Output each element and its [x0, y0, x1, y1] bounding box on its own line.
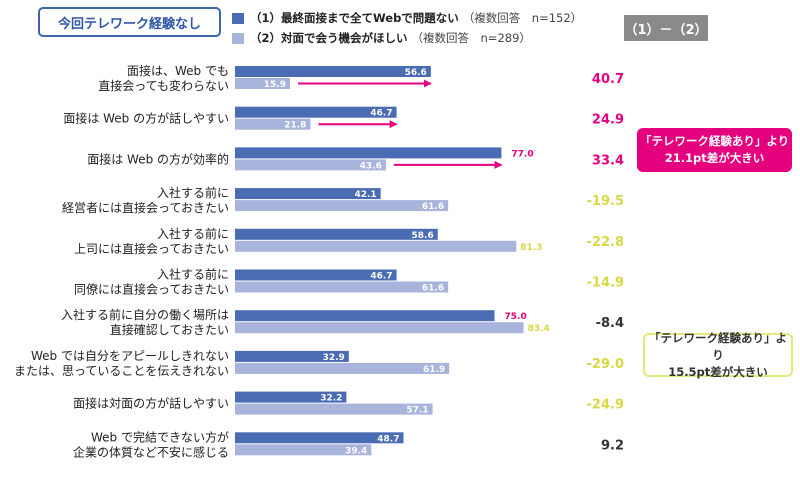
bar-series1: [235, 66, 431, 77]
data-label-series1: 46.7: [370, 109, 392, 119]
callout-pink-line2: 21.1pt差が大きい: [664, 151, 765, 165]
data-label-series1: 32.2: [320, 394, 342, 404]
callout-pink: 「テレワーク経験あり」より 21.1pt差が大きい: [637, 128, 792, 172]
data-label-series2: 15.9: [264, 80, 286, 90]
difference-value: -8.4: [596, 316, 624, 331]
data-label-series2: 61.6: [422, 284, 444, 294]
callout-pink-line1: 「テレワーク経験あり」より: [639, 134, 790, 148]
difference-value: 9.2: [601, 438, 624, 453]
difference-value: 24.9: [592, 113, 624, 128]
data-label-series2: 57.1: [406, 406, 428, 416]
bar-series1: [235, 228, 438, 240]
category-label-line1: 入社する前に: [157, 226, 229, 241]
data-label-series1: 58.6: [412, 231, 434, 241]
category-label-line2: 企業の体質など不安に感じる: [73, 444, 229, 459]
difference-value: 33.4: [592, 153, 624, 168]
difference-value: -29.0: [587, 357, 624, 372]
difference-value: 40.7: [592, 72, 624, 87]
data-label-series2: 81.3: [520, 243, 542, 253]
bar-series2: [235, 118, 311, 130]
category-label-line2: 上司には直接会っておきたい: [74, 241, 229, 256]
data-label-series1: 46.7: [370, 272, 392, 282]
difference-header: （1）－（2）: [624, 15, 708, 41]
category-label-line1: 入社する前に: [157, 267, 229, 282]
bar-series2: [235, 322, 524, 334]
category-label-line2: 経営者には直接会っておきたい: [62, 200, 229, 215]
bar-series1: [235, 310, 495, 322]
bar-series2: [235, 403, 433, 415]
bar-series1: [235, 147, 502, 159]
data-label-series1: 77.0: [511, 149, 533, 159]
difference-value: -22.8: [587, 235, 624, 250]
bar-series2: [235, 362, 450, 374]
category-label-line2: 直接会っても変わらない: [98, 78, 229, 93]
header-tag: 今回テレワーク経験なし: [38, 7, 221, 37]
legend-item-series1: （1）最終面接まで全てWebで問題ない （複数回答 n=152）: [232, 10, 582, 26]
legend-label-series2: （2）対面で会う機会がほしい: [250, 31, 408, 45]
data-label-series1: 56.6: [405, 68, 427, 78]
category-label-line2: 同僚には直接会っておきたい: [74, 282, 229, 297]
callout-yellow: 「テレワーク経験あり」より 15.5pt差が大きい: [643, 330, 793, 379]
bar-series1: [235, 391, 347, 403]
difference-value: -19.5: [587, 194, 624, 209]
data-label-series1: 32.9: [323, 353, 345, 363]
legend-label-series1: （1）最終面接まで全てWebで問題ない: [250, 11, 459, 25]
difference-value: -24.9: [587, 398, 624, 413]
legend-item-series2: （2）対面で会う機会がほしい （複数回答 n=289）: [232, 30, 531, 46]
data-label-series1: 75.0: [505, 312, 527, 322]
bar-series1: [235, 269, 397, 281]
legend-note-series1: （複数回答 n=152）: [462, 11, 583, 25]
category-label-line2: または、思っていることを伝えきれない: [14, 364, 229, 378]
callout-yellow-line1: 「テレワーク経験あり」より: [649, 330, 787, 362]
bar-series1: [235, 188, 381, 200]
category-label: 面接は対面の方が話しやすい: [73, 396, 229, 411]
data-label-series2: 39.4: [345, 446, 367, 456]
data-label-series1: 48.7: [377, 434, 399, 444]
category-label-line1: 入社する前に自分の働く場所は: [61, 307, 229, 322]
category-label-line2: 直接確認しておきたい: [110, 322, 229, 337]
bar-series2: [235, 78, 291, 89]
data-label-series2: 61.6: [422, 202, 444, 212]
legend-note-series2: （複数回答 n=289）: [411, 31, 531, 45]
bar-series1: [235, 432, 404, 444]
bar-series2: [235, 200, 449, 212]
bar-series1: [235, 106, 397, 118]
difference-value: -14.9: [587, 276, 624, 291]
data-label-series2: 21.8: [284, 121, 306, 131]
bar-series2: [235, 159, 386, 171]
category-label-line1: Web では自分をアピールしきれない: [31, 349, 229, 363]
bar-series2: [235, 240, 517, 252]
bar-series2: [235, 444, 372, 456]
data-label-series2: 43.6: [360, 161, 382, 171]
category-label-line1: 入社する前に: [157, 185, 229, 200]
data-label-series2: 83.4: [528, 324, 550, 334]
category-label: 面接は Web の方が効率的: [87, 151, 229, 166]
category-label-line1: 面接は、Web でも: [127, 63, 229, 78]
category-label: 面接は Web の方が話しやすい: [63, 111, 229, 126]
bar-series2: [235, 281, 449, 293]
legend-swatch-series2: [232, 32, 244, 44]
legend-swatch-series1: [232, 12, 244, 24]
category-label-line1: Web で完結できない方が: [91, 429, 229, 444]
data-label-series1: 42.1: [354, 190, 376, 200]
data-label-series2: 61.9: [423, 365, 445, 375]
callout-yellow-line2: 15.5pt差が大きい: [668, 364, 768, 379]
bar-series1: [235, 350, 349, 362]
